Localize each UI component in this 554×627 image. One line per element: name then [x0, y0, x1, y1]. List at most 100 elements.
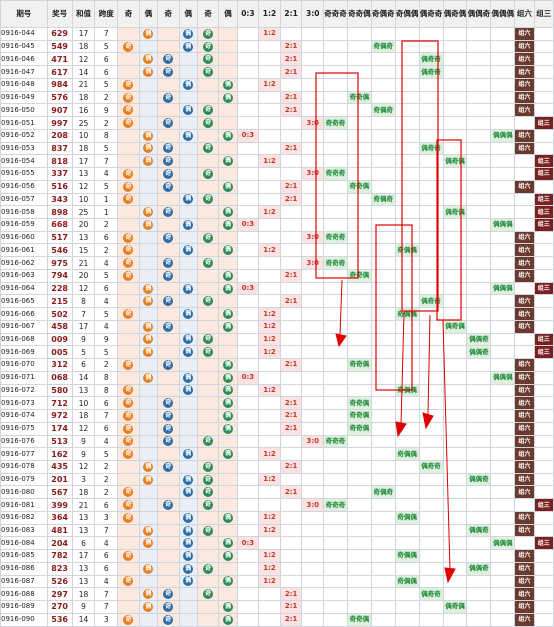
- ratio-cell: 0:3: [236, 128, 260, 143]
- ratio-cell: 1:2: [258, 154, 281, 169]
- pattern-cell: [394, 294, 420, 309]
- type-cell: 组三: [533, 154, 554, 169]
- type-cell: [533, 77, 554, 92]
- parity-cell: [196, 358, 220, 372]
- type-cell: 组六: [514, 230, 535, 245]
- table-row: 0916-086 823 13 6 偶偶奇 1:2 偶偶奇 组六: [0, 561, 554, 576]
- parity-cell: 偶: [178, 103, 198, 118]
- pattern-cell: [370, 77, 396, 92]
- issue-cell: 0916-070: [0, 358, 48, 372]
- pattern-cell: [466, 179, 492, 194]
- parity-cell: 奇: [196, 587, 220, 602]
- type-cell: 组六: [514, 128, 535, 143]
- parity-ball: 偶: [223, 601, 233, 612]
- ratio-cell: [301, 536, 325, 551]
- pattern-cell: 奇奇偶: [346, 612, 372, 627]
- ratio-cell: [236, 154, 260, 169]
- pattern-cell: 奇偶偶: [394, 549, 420, 563]
- pattern-cell: [442, 192, 468, 207]
- parity-cell: [196, 205, 220, 220]
- pattern-cell: [466, 600, 492, 614]
- parity-cell: [156, 536, 180, 551]
- pattern-cell: [323, 370, 348, 385]
- parity-cell: [156, 77, 180, 92]
- parity-cell: [138, 447, 158, 461]
- parity-ball: 偶: [183, 563, 194, 574]
- ratio-cell: [279, 510, 303, 525]
- ratio-cell: [236, 65, 260, 79]
- type-cell: [533, 396, 554, 411]
- parity-cell: [218, 587, 238, 602]
- type-cell: [514, 167, 535, 181]
- parity-ball: 偶: [183, 449, 194, 460]
- pattern-cell: [346, 447, 372, 461]
- ratio-cell: 3:0: [301, 116, 325, 130]
- parity-cell: 奇: [196, 434, 220, 449]
- parity-cell: [178, 256, 198, 270]
- parity-cell: [218, 192, 238, 207]
- header-cell: 偶: [218, 0, 238, 28]
- parity-ball: 奇: [123, 449, 134, 460]
- parity-cell: 奇: [117, 268, 140, 283]
- parity-cell: 偶: [138, 205, 158, 220]
- parity-cell: 奇: [196, 498, 220, 512]
- pattern-cell: [323, 447, 348, 461]
- pattern-cell: 奇偶偶: [394, 447, 420, 461]
- parity-cell: [196, 243, 220, 258]
- parity-cell: 奇: [117, 307, 140, 321]
- pattern-cell: [370, 243, 396, 258]
- parity-cell: 偶: [178, 243, 198, 258]
- parity-ball: 偶: [143, 296, 154, 307]
- parity-cell: [138, 358, 158, 372]
- pattern-cell: [394, 319, 420, 334]
- pattern-cell: [418, 154, 444, 169]
- ratio-cell: [236, 434, 260, 449]
- parity-ball: 奇: [203, 194, 214, 205]
- parity-ball: 奇: [203, 563, 214, 574]
- pattern-cell: [370, 281, 396, 296]
- type-cell: [533, 294, 554, 309]
- pattern-cell: [442, 243, 468, 258]
- parity-ball: 奇: [203, 258, 214, 269]
- parity-cell: [138, 103, 158, 118]
- draw-number: 617: [46, 65, 73, 79]
- draw-number: 546: [46, 243, 73, 258]
- parity-cell: [178, 612, 198, 627]
- span-cell: 6: [94, 396, 119, 411]
- ratio-cell: [301, 332, 325, 347]
- parity-cell: [178, 268, 198, 283]
- parity-cell: 奇: [156, 116, 180, 130]
- parity-cell: 奇: [196, 39, 220, 54]
- ratio-cell: [301, 77, 325, 92]
- header-cell[interactable]: 期号: [0, 0, 48, 28]
- pattern-cell: [370, 294, 396, 309]
- pattern-cell: [442, 587, 468, 602]
- ratio-cell: [258, 370, 281, 385]
- pattern-cell: 偶偶奇: [466, 523, 492, 538]
- pattern-cell: [490, 472, 516, 487]
- ratio-cell: [236, 103, 260, 118]
- pattern-cell: [418, 447, 444, 461]
- issue-cell: 0916-052: [0, 128, 48, 143]
- parity-ball: 偶: [143, 334, 154, 345]
- parity-ball: 偶: [183, 525, 194, 536]
- parity-cell: [218, 523, 238, 538]
- pattern-cell: [346, 485, 372, 500]
- ratio-cell: [236, 396, 260, 411]
- ratio-cell: [236, 52, 260, 67]
- ratio-cell: [301, 510, 325, 525]
- parity-cell: [178, 434, 198, 449]
- pattern-cell: [442, 561, 468, 576]
- pattern-cell: [346, 510, 372, 525]
- span-cell: 4: [94, 536, 119, 551]
- parity-cell: 奇: [117, 549, 140, 563]
- pattern-cell: 偶奇偶: [442, 205, 468, 220]
- pattern-cell: [323, 409, 348, 423]
- pattern-cell: [394, 459, 420, 474]
- ratio-cell: 1:2: [258, 27, 281, 41]
- parity-ball: 奇: [203, 67, 214, 78]
- pattern-cell: [466, 549, 492, 563]
- draw-number: 270: [46, 600, 73, 614]
- pattern-cell: [370, 421, 396, 436]
- ratio-cell: 2:1: [279, 294, 303, 309]
